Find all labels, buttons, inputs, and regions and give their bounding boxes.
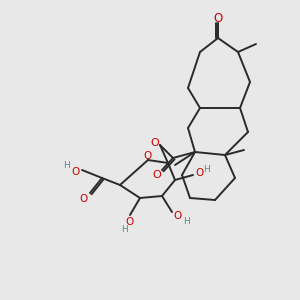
Text: H: H <box>121 226 128 235</box>
Text: O: O <box>143 151 151 161</box>
Text: O: O <box>174 211 182 221</box>
Text: O: O <box>126 217 134 227</box>
Text: H: H <box>183 217 189 226</box>
Text: O: O <box>71 167 79 177</box>
Text: O: O <box>153 170 161 180</box>
Text: H: H <box>204 164 210 173</box>
Text: H: H <box>63 160 69 169</box>
Text: O: O <box>151 138 159 148</box>
Text: O: O <box>213 11 223 25</box>
Text: O: O <box>195 168 203 178</box>
Text: O: O <box>80 194 88 204</box>
